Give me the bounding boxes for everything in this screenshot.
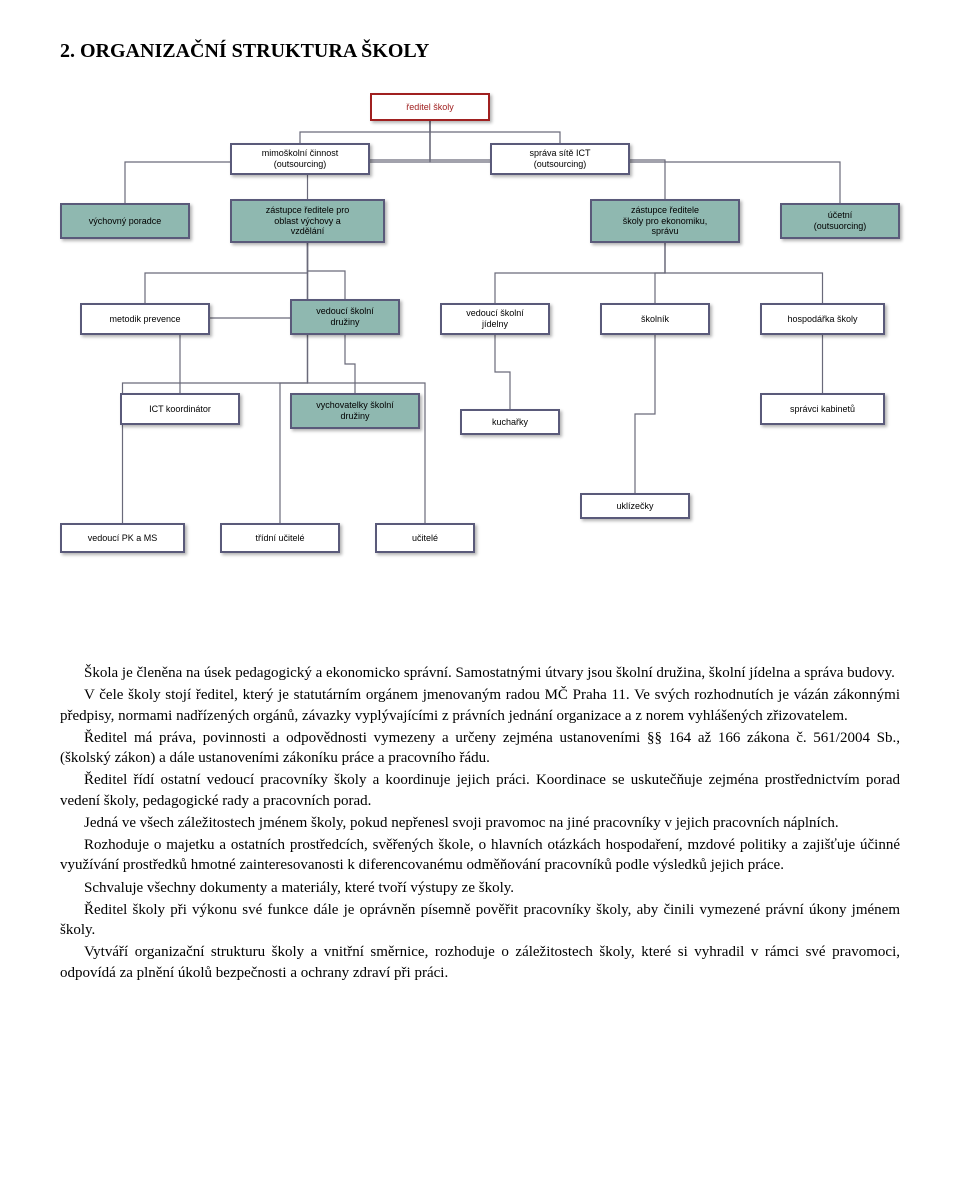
paragraph: Schvaluje všechny dokumenty a materiály,… <box>60 878 900 898</box>
node-mimoskolni: mimoškolní činnost(outsourcing) <box>230 143 370 175</box>
node-zast1: zástupce ředitele prooblast výchovy avzd… <box>230 199 385 243</box>
node-tridni: třídní učitelé <box>220 523 340 553</box>
node-hospod: hospodářka školy <box>760 303 885 335</box>
org-chart: ředitel školymimoškolní činnost(outsourc… <box>60 93 900 633</box>
node-vychov: vychovatelky školnídružiny <box>290 393 420 429</box>
node-vedpk: vedoucí PK a MS <box>60 523 185 553</box>
paragraph: Ředitel má práva, povinnosti a odpovědno… <box>60 728 900 769</box>
node-metodik: metodik prevence <box>80 303 210 335</box>
node-vych: výchovný poradce <box>60 203 190 239</box>
node-spravasit: správa sítě ICT(outsourcing) <box>490 143 630 175</box>
body-text: Škola je členěna na úsek pedagogický a e… <box>60 663 900 983</box>
node-zast2: zástupce řediteleškoly pro ekonomiku,spr… <box>590 199 740 243</box>
org-chart-edges <box>60 93 900 633</box>
node-ucetni: účetní(outsuorcing) <box>780 203 900 239</box>
node-kuchar: kuchařky <box>460 409 560 435</box>
node-ictk: ICT koordinátor <box>120 393 240 425</box>
node-vedjid: vedoucí školníjídelny <box>440 303 550 335</box>
node-veddruz: vedoucí školnídružiny <box>290 299 400 335</box>
paragraph: Vytváří organizační strukturu školy a vn… <box>60 942 900 983</box>
node-ucitele: učitelé <box>375 523 475 553</box>
paragraph: Škola je členěna na úsek pedagogický a e… <box>60 663 900 683</box>
node-reditel: ředitel školy <box>370 93 490 121</box>
paragraph: Rozhoduje o majetku a ostatních prostřed… <box>60 835 900 876</box>
paragraph: Ředitel školy při výkonu své funkce dále… <box>60 900 900 941</box>
page-heading: 2. ORGANIZAČNÍ STRUKTURA ŠKOLY <box>60 40 900 63</box>
paragraph: V čele školy stojí ředitel, který je sta… <box>60 685 900 726</box>
node-spravci: správci kabinetů <box>760 393 885 425</box>
node-uklize: uklízečky <box>580 493 690 519</box>
node-skolnik: školník <box>600 303 710 335</box>
paragraph: Jedná ve všech záležitostech jménem škol… <box>60 813 900 833</box>
paragraph: Ředitel řídí ostatní vedoucí pracovníky … <box>60 770 900 811</box>
